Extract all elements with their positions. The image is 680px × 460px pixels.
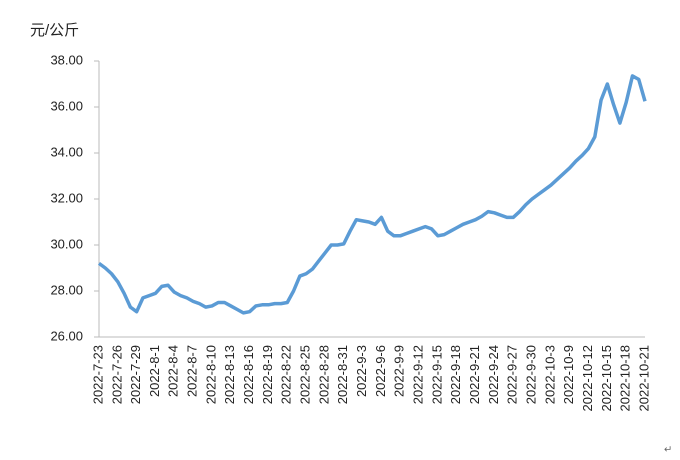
x-tick-label: 2022-8-10 — [203, 345, 218, 404]
y-tick-label: 32.00 — [50, 190, 83, 205]
x-tick-label: 2022-10-9 — [561, 345, 576, 404]
x-tick-label: 2022-9-18 — [448, 345, 463, 404]
x-tick-label: 2022-8-22 — [279, 345, 294, 404]
y-tick-label: 38.00 — [50, 52, 83, 67]
x-tick-label: 2022-9-30 — [523, 345, 538, 404]
x-tick-label: 2022-8-19 — [260, 345, 275, 404]
x-tick-label: 2022-8-7 — [185, 345, 200, 397]
x-tick-label: 2022-8-31 — [335, 345, 350, 404]
x-tick-label: 2022-8-13 — [222, 345, 237, 404]
y-tick-label: 26.00 — [50, 328, 83, 343]
end-mark: ↵ — [664, 445, 672, 456]
x-tick-label: 2022-7-29 — [128, 345, 143, 404]
x-tick-label: 2022-7-26 — [109, 345, 124, 404]
x-tick-label: 2022-8-28 — [316, 345, 331, 404]
x-tick-label: 2022-9-9 — [392, 345, 407, 397]
y-axis-label: 元/公斤 — [30, 22, 79, 39]
x-tick-label: 2022-10-18 — [618, 345, 633, 412]
x-tick-label: 2022-8-16 — [241, 345, 256, 404]
x-tick-label: 2022-10-3 — [542, 345, 557, 404]
x-tick-label: 2022-10-15 — [599, 345, 614, 412]
x-tick-label: 2022-7-23 — [90, 345, 105, 404]
line-series — [97, 74, 647, 315]
y-tick-label: 28.00 — [50, 282, 83, 297]
x-tick-label: 2022-9-24 — [486, 345, 501, 404]
y-tick-label: 30.00 — [50, 236, 83, 251]
x-tick-label: 2022-9-3 — [354, 345, 369, 397]
x-tick-label: 2022-9-12 — [411, 345, 426, 404]
x-tick-label: 2022-9-15 — [429, 345, 444, 404]
x-tick-label: 2022-8-1 — [147, 345, 162, 397]
x-tick-label: 2022-8-4 — [166, 345, 181, 397]
y-tick-label: 36.00 — [50, 98, 83, 113]
x-tick-label: 2022-9-6 — [373, 345, 388, 397]
x-tick-label: 2022-9-21 — [467, 345, 482, 404]
x-tick-label: 2022-9-27 — [505, 345, 520, 404]
y-tick-label: 34.00 — [50, 144, 83, 159]
x-tick-label: 2022-8-25 — [298, 345, 313, 404]
x-tick-label: 2022-10-12 — [580, 345, 595, 412]
x-tick-label: 2022-10-21 — [636, 345, 651, 412]
